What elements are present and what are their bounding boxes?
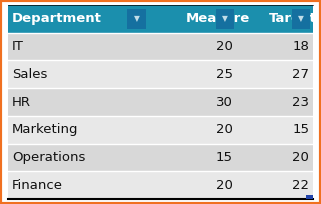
Text: 23: 23 — [292, 95, 309, 109]
Text: 27: 27 — [292, 68, 309, 81]
Text: Measure: Measure — [186, 12, 250, 26]
Text: 20: 20 — [216, 123, 233, 136]
Text: HR: HR — [12, 95, 31, 109]
Text: 20: 20 — [292, 151, 309, 164]
Text: Department: Department — [12, 12, 102, 26]
Text: 18: 18 — [292, 40, 309, 53]
Text: 20: 20 — [216, 40, 233, 53]
Text: Finance: Finance — [12, 178, 63, 192]
Bar — [306, 195, 313, 199]
Text: Target: Target — [269, 12, 317, 26]
Text: ▼: ▼ — [134, 14, 139, 23]
Text: 15: 15 — [292, 123, 309, 136]
Text: Operations: Operations — [12, 151, 85, 164]
Text: ▼: ▼ — [298, 14, 304, 23]
Text: Marketing: Marketing — [12, 123, 78, 136]
Text: ▼: ▼ — [222, 14, 228, 23]
Text: 15: 15 — [216, 151, 233, 164]
Text: 25: 25 — [216, 68, 233, 81]
Bar — [216, 9, 234, 29]
Bar — [127, 9, 146, 29]
Text: IT: IT — [12, 40, 24, 53]
Text: 22: 22 — [292, 178, 309, 192]
Bar — [292, 9, 310, 29]
Text: 30: 30 — [216, 95, 233, 109]
Text: 20: 20 — [216, 178, 233, 192]
Text: Sales: Sales — [12, 68, 47, 81]
